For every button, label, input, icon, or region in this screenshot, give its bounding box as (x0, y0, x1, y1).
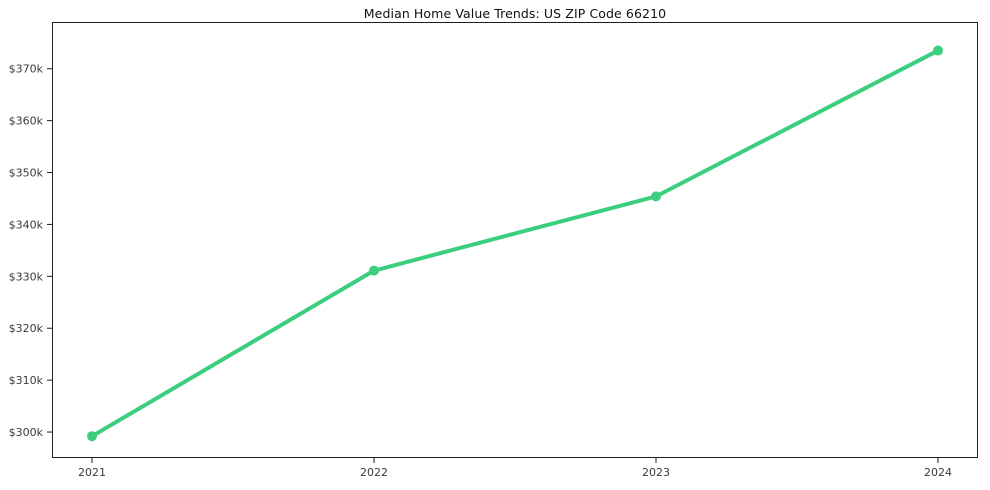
y-tick-label: $300k (9, 426, 44, 439)
x-tick-label: 2024 (924, 466, 952, 479)
y-tick-label: $330k (9, 270, 44, 283)
y-tick-label: $360k (9, 115, 44, 128)
x-tick-label: 2022 (360, 466, 388, 479)
y-tick-label: $320k (9, 322, 44, 335)
y-tick-label: $350k (9, 167, 44, 180)
x-tick-label: 2021 (78, 466, 106, 479)
chart-line (90, 48, 940, 439)
data-point (369, 265, 379, 276)
data-point (87, 431, 97, 442)
chart-title: Median Home Value Trends: US ZIP Code 66… (363, 6, 667, 21)
y-tick-label: $310k (9, 374, 44, 387)
plot-border (52, 22, 978, 458)
y-tick-label: $370k (9, 63, 44, 76)
x-tick-label: 2023 (642, 466, 670, 479)
data-point (651, 191, 661, 202)
y-tick-label: $340k (9, 218, 44, 231)
data-point (933, 45, 943, 56)
